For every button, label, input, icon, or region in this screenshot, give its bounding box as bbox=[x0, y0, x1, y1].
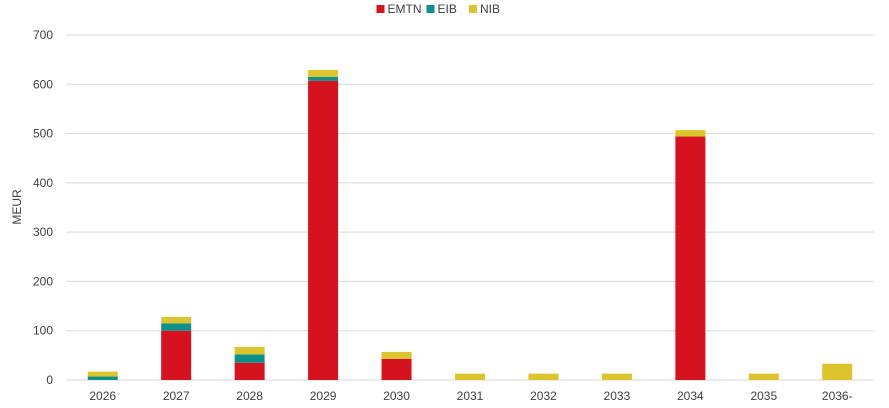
y-tick-label: 0 bbox=[46, 373, 53, 387]
x-tick-label: 2028 bbox=[236, 389, 263, 403]
bar-nib-2027 bbox=[161, 316, 192, 324]
legend: EMTN EIB NIB bbox=[376, 2, 500, 16]
y-tick-label: 100 bbox=[33, 324, 53, 338]
legend-swatch-eib bbox=[426, 5, 435, 13]
bar-nib-2032 bbox=[528, 373, 559, 380]
bar-nib-2036- bbox=[822, 363, 853, 380]
bar-nib-2034 bbox=[675, 130, 706, 137]
legend-swatch-emtn bbox=[376, 5, 385, 13]
x-tick-label: 2031 bbox=[457, 389, 484, 403]
y-tick-label: 700 bbox=[33, 28, 53, 42]
bar-nib-2033 bbox=[601, 373, 632, 380]
bar-emtn-2029 bbox=[308, 80, 339, 380]
bar-nib-2028 bbox=[234, 346, 265, 355]
x-tick-label: 2026 bbox=[89, 389, 116, 403]
bar-emtn-2027 bbox=[161, 330, 192, 380]
x-axis-ticks: 2026 2027 2028 2029 2030 2031 2032 2033 2034 2035… bbox=[89, 389, 852, 403]
bar-nib-2031 bbox=[455, 373, 485, 380]
x-tick-label: 2030 bbox=[383, 389, 410, 403]
y-tick-label: 400 bbox=[33, 176, 53, 190]
bar-eib-2028 bbox=[234, 354, 265, 363]
bar-emtn-2030 bbox=[381, 358, 412, 380]
y-tick-label: 300 bbox=[33, 225, 53, 239]
legend-label-emtn: EMTN bbox=[388, 2, 422, 16]
legend-label-nib: NIB bbox=[480, 2, 500, 16]
y-tick-label: 600 bbox=[33, 77, 53, 91]
bar-nib-2035 bbox=[748, 373, 779, 380]
x-tick-label: 2036- bbox=[822, 389, 853, 403]
bar-nib-2029 bbox=[308, 69, 339, 77]
x-tick-label: 2034 bbox=[677, 389, 704, 403]
bar-eib-2029 bbox=[308, 76, 339, 81]
y-axis-title: MEUR bbox=[10, 189, 24, 225]
x-tick-label: 2029 bbox=[310, 389, 337, 403]
bar-eib-2027 bbox=[161, 323, 192, 331]
bar-emtn-2034 bbox=[675, 136, 706, 380]
y-axis-ticks: 0 100 200 300 400 500 600 700 bbox=[33, 28, 53, 387]
x-tick-label: 2035 bbox=[750, 389, 777, 403]
bars bbox=[87, 69, 853, 380]
bar-eib-2026 bbox=[87, 376, 118, 380]
legend-label-eib: EIB bbox=[438, 2, 457, 16]
x-tick-label: 2032 bbox=[530, 389, 557, 403]
legend-swatch-nib bbox=[469, 5, 477, 13]
gridlines bbox=[66, 34, 874, 381]
bar-nib-2030 bbox=[381, 351, 412, 359]
x-tick-label: 2027 bbox=[163, 389, 190, 403]
y-tick-label: 200 bbox=[33, 274, 53, 288]
bar-nib-2026 bbox=[87, 371, 118, 377]
y-tick-label: 500 bbox=[33, 127, 53, 141]
x-tick-label: 2033 bbox=[604, 389, 631, 403]
bar-emtn-2028 bbox=[234, 362, 265, 380]
